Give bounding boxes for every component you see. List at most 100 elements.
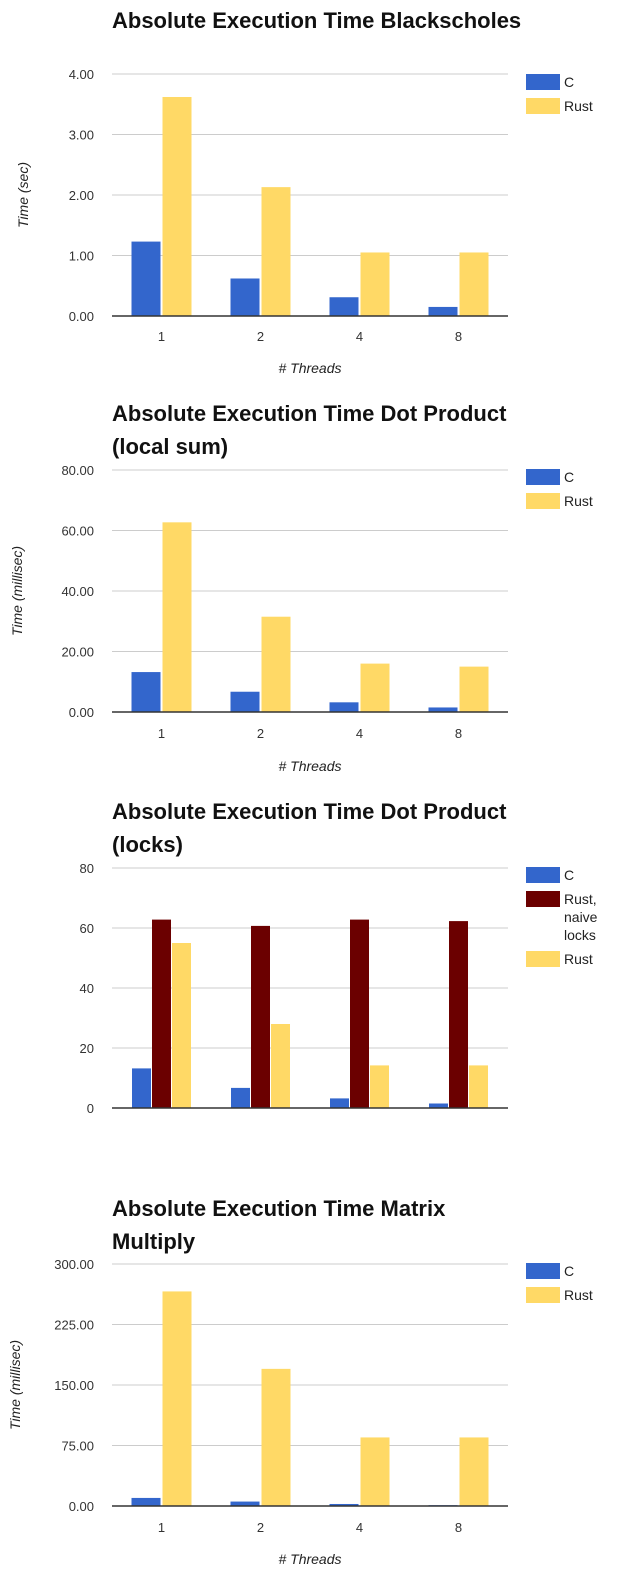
- legend-swatch: [526, 1287, 560, 1303]
- legend-item: C: [526, 1262, 616, 1280]
- legend-swatch: [526, 891, 560, 907]
- legend-swatch: [526, 74, 560, 90]
- x-axis-label: # Threads: [278, 758, 341, 774]
- bar-c-2: [230, 278, 260, 316]
- legend-item: Rust: [526, 950, 616, 968]
- bar-rust-2: [261, 187, 291, 316]
- bar-c-3: [329, 297, 359, 316]
- x-axis-label: # Threads: [278, 360, 341, 376]
- bar-rust-2: [261, 1368, 291, 1506]
- bar-c-3: [329, 1503, 359, 1506]
- bar-rust-3: [360, 1437, 390, 1506]
- bar-rust_naive-3: [350, 919, 369, 1108]
- y-axis-label: Time (millisec): [7, 1340, 23, 1430]
- legend-swatch: [526, 98, 560, 114]
- bar-rust-2: [261, 616, 291, 712]
- legend-item: Rust: [526, 492, 616, 510]
- bar-c-4: [429, 1103, 448, 1108]
- y-tick-label: 40.00: [61, 584, 94, 599]
- bar-c-4: [428, 306, 458, 316]
- x-tick-label: 4: [356, 726, 363, 741]
- legend-label: Rust, naive locks: [564, 891, 598, 943]
- bar-c-1: [131, 241, 161, 316]
- y-tick-label: 0.00: [69, 309, 94, 324]
- y-tick-label: 20.00: [61, 645, 94, 660]
- legend-swatch: [526, 867, 560, 883]
- legend-label: Rust: [564, 1287, 593, 1303]
- y-tick-label: 225.00: [54, 1318, 94, 1333]
- x-tick-label: 8: [455, 329, 462, 344]
- y-tick-label: 2.00: [69, 188, 94, 203]
- chart-title: Absolute Execution Time Matrix Multiply: [112, 1196, 446, 1254]
- x-tick-label: 2: [257, 726, 264, 741]
- x-tick-label: 4: [356, 329, 363, 344]
- x-axis-label: # Threads: [278, 1551, 341, 1567]
- legend-swatch: [526, 469, 560, 485]
- y-axis-label: Time (sec): [15, 162, 31, 228]
- legend-swatch: [526, 1263, 560, 1279]
- bar-rust-3: [370, 1065, 389, 1108]
- chart-title: Absolute Execution Time Dot Product (loc…: [112, 401, 507, 459]
- x-tick-label: 1: [158, 726, 165, 741]
- y-tick-label: 1.00: [69, 249, 94, 264]
- legend-label: C: [564, 1263, 575, 1279]
- legend-swatch: [526, 493, 560, 509]
- legend-item: Rust, naive locks: [526, 890, 616, 944]
- bar-c-3: [330, 1098, 349, 1108]
- legend-label: C: [564, 867, 575, 883]
- bar-c-2: [231, 1087, 250, 1108]
- bar-rust-3: [360, 663, 390, 712]
- legend-item: C: [526, 866, 616, 884]
- y-tick-label: 80.00: [61, 463, 94, 478]
- legend-item: Rust: [526, 97, 616, 115]
- bar-rust-1: [162, 1291, 192, 1506]
- bar-rust_naive-4: [449, 921, 468, 1108]
- legend-label: Rust: [564, 98, 593, 114]
- legend-item: C: [526, 73, 616, 91]
- legend-label: C: [564, 469, 575, 485]
- legend-label: C: [564, 74, 575, 90]
- y-tick-label: 60: [80, 921, 94, 936]
- y-tick-label: 0: [87, 1101, 94, 1116]
- legend-swatch: [526, 951, 560, 967]
- bar-c-2: [230, 691, 260, 712]
- bar-rust-3: [360, 252, 390, 316]
- x-tick-label: 2: [257, 1520, 264, 1535]
- y-tick-label: 75.00: [61, 1439, 94, 1454]
- y-tick-label: 3.00: [69, 128, 94, 143]
- x-tick-label: 1: [158, 1520, 165, 1535]
- legend-item: C: [526, 468, 616, 486]
- bar-c-4: [428, 1505, 458, 1506]
- bar-c-3: [329, 702, 359, 712]
- y-tick-label: 4.00: [69, 67, 94, 82]
- x-tick-label: 8: [455, 1520, 462, 1535]
- bar-c-4: [428, 707, 458, 712]
- x-tick-label: 2: [257, 329, 264, 344]
- chart-title: Absolute Execution Time Dot Product (loc…: [112, 799, 507, 857]
- y-tick-label: 40: [80, 981, 94, 996]
- legend-label: Rust: [564, 493, 593, 509]
- legend-label: Rust: [564, 951, 593, 967]
- bar-rust-2: [271, 1024, 290, 1108]
- chart-title: Absolute Execution Time Blackscholes: [112, 8, 522, 33]
- legend-item: Rust: [526, 1286, 616, 1304]
- y-axis-label: Time (millisec): [9, 546, 25, 636]
- y-tick-label: 0.00: [69, 705, 94, 720]
- y-tick-label: 150.00: [54, 1378, 94, 1393]
- bar-c-1: [132, 1068, 151, 1108]
- y-tick-label: 0.00: [69, 1499, 94, 1514]
- bar-c-1: [131, 672, 161, 712]
- bar-rust-1: [162, 96, 192, 317]
- bar-rust-1: [172, 943, 191, 1108]
- bar-c-2: [230, 1501, 260, 1506]
- bar-rust-4: [469, 1065, 488, 1108]
- bar-rust-4: [459, 252, 489, 316]
- bar-rust_naive-1: [152, 919, 171, 1108]
- legend: C Rust: [526, 73, 616, 121]
- bar-c-1: [131, 1497, 161, 1506]
- y-tick-label: 80: [80, 861, 94, 876]
